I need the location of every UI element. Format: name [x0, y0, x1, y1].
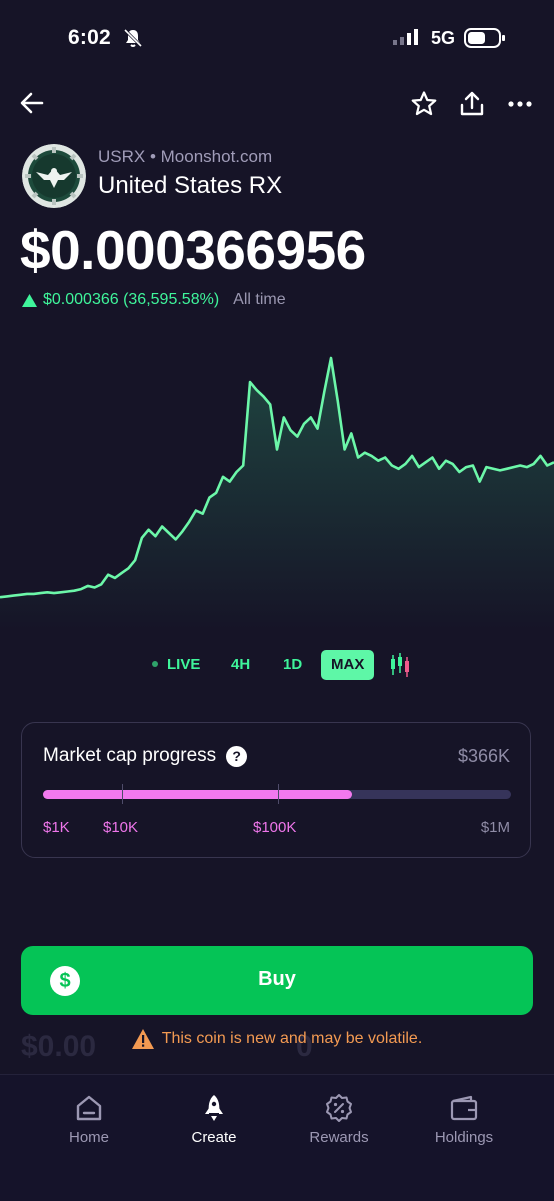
timeframe-max[interactable]: MAX [321, 650, 375, 680]
triangle-up-icon [22, 293, 37, 307]
market-cap-progress-fill [43, 790, 352, 799]
market-cap-title: Market cap progress [43, 745, 217, 766]
share-icon [460, 91, 484, 116]
nav-holdings[interactable]: Holdings [414, 1093, 514, 1146]
coin-ticker-source: USRX • Moonshot.com [98, 147, 273, 166]
coin-price: $0.000366956 [20, 219, 366, 281]
market-cap-label-1k: $1K [43, 819, 70, 836]
market-cap-progress-bar [43, 784, 511, 804]
amount-ghost-value: $0.00 [21, 1030, 97, 1063]
volatility-warning: This coin is new and may be volatile. [0, 1029, 554, 1049]
bell-muted-icon [123, 28, 143, 48]
home-icon [76, 1095, 102, 1121]
coin-name: United States RX [98, 172, 283, 199]
market-cap-card: Market cap progress ? $366K $1K $10K $10… [21, 722, 531, 858]
market-cap-value: $366K [457, 746, 510, 766]
nav-home-label: Home [68, 1129, 109, 1146]
battery-icon [464, 28, 505, 48]
timeframe-1d[interactable]: 1D [283, 656, 303, 673]
nav-rewards[interactable]: Rewards [289, 1093, 389, 1146]
network-type: 5G [431, 28, 456, 48]
bottom-navigation: Home Create Rewards Holdings [0, 1074, 554, 1201]
buy-button-label: Buy [258, 968, 296, 990]
signal-icon [393, 29, 418, 45]
live-dot-icon [152, 661, 158, 668]
coin-logo [22, 144, 86, 208]
timeframe-live-label: LIVE [167, 656, 201, 673]
volatility-warning-text: This coin is new and may be volatile. [161, 1030, 423, 1047]
price-change-period: All time [233, 291, 286, 308]
candlestick-icon [391, 653, 409, 677]
status-time: 6:02 [68, 26, 111, 49]
buy-button[interactable]: $ Buy [21, 946, 533, 1015]
candlestick-toggle[interactable] [390, 653, 410, 683]
nav-holdings-label: Holdings [434, 1129, 494, 1146]
help-button[interactable]: ? [226, 745, 248, 767]
price-change-row: $0.000366 (36,595.58%) All time [22, 291, 286, 309]
arrow-left-icon [20, 92, 44, 114]
back-button[interactable] [16, 87, 48, 119]
market-cap-label-10k: $10K [103, 819, 139, 836]
market-cap-title-row: Market cap progress ? [43, 745, 248, 767]
progress-tick [122, 784, 123, 804]
warning-triangle-icon [131, 1029, 154, 1049]
timeframe-live[interactable]: LIVE [152, 650, 200, 680]
price-chart[interactable] [0, 340, 554, 630]
quantity-ghost-value: 0 [296, 1030, 313, 1063]
nav-home[interactable]: Home [39, 1093, 139, 1146]
dollar-coin-icon: $ [50, 966, 80, 996]
star-icon [411, 91, 437, 116]
market-cap-label-100k: $100K [253, 819, 297, 836]
timeframe-4h[interactable]: 4H [231, 656, 251, 673]
rocket-icon [205, 1095, 223, 1121]
wallet-icon [450, 1095, 478, 1121]
more-horizontal-icon [508, 101, 532, 107]
nav-create-label: Create [191, 1129, 237, 1146]
nav-create[interactable]: Create [164, 1093, 264, 1146]
market-cap-label-1m: $1M [480, 819, 510, 836]
timeframe-selector: LIVE 4H 1D MAX [0, 650, 554, 682]
eagle-gear-logo-icon [22, 144, 86, 208]
more-options-button[interactable] [504, 88, 536, 120]
price-chart-area [0, 358, 554, 630]
nav-rewards-label: Rewards [309, 1129, 369, 1146]
favorite-button[interactable] [408, 88, 440, 120]
share-button[interactable] [456, 88, 488, 120]
progress-tick [278, 784, 279, 804]
rewards-badge-icon [326, 1094, 352, 1122]
price-chart-line [0, 356, 554, 599]
price-change-value: $0.000366 (36,595.58%) [43, 291, 220, 308]
